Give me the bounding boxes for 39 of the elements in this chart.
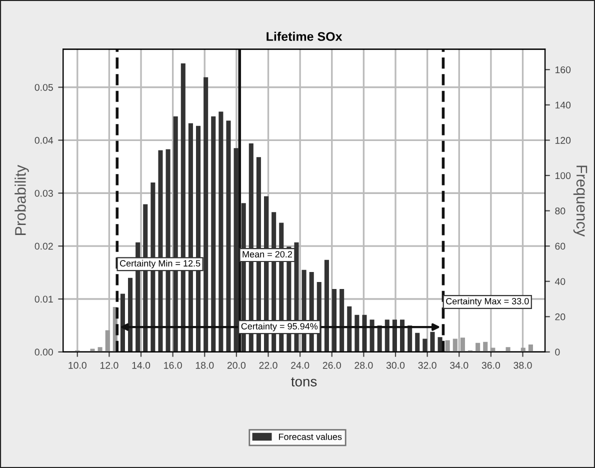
- y-tick-label: 0.05: [34, 84, 53, 91]
- y2-tick-label: 20: [555, 313, 566, 320]
- y2-tick-label: 100: [555, 172, 571, 180]
- ref-line-label: Mean = 20.2: [242, 251, 292, 258]
- x-tick-label: 36.0: [482, 362, 500, 369]
- x-tick-label: 38.0: [514, 362, 532, 369]
- x-tick-label: 16.0: [164, 362, 182, 369]
- y2-tick-label: 140: [555, 102, 571, 109]
- y2-tick-label: 0: [555, 348, 560, 356]
- y-axis-title: Probability: [14, 164, 29, 235]
- x-tick-label: 22.0: [259, 362, 278, 369]
- y-tick-label: 0.00: [34, 348, 53, 356]
- legend-label: Forecast values: [279, 433, 342, 440]
- x-tick-label: 10.0: [68, 362, 86, 369]
- y2-tick-label: 60: [555, 242, 566, 250]
- chart-title: Lifetime SOx: [266, 32, 342, 41]
- ref-line-label: Certainty Min = 12.5: [120, 260, 200, 268]
- y2-tick-label: 80: [555, 208, 566, 214]
- y2-tick-label: 40: [554, 278, 566, 285]
- x-tick-label: 28.0: [354, 362, 373, 369]
- x-tick-label: 18.0: [196, 362, 214, 369]
- y-tick-label: 0.04: [34, 136, 54, 144]
- y2-axis-title: Frequency: [573, 166, 588, 237]
- x-tick-label: 20.0: [227, 362, 246, 369]
- y-tick-label: 0.02: [34, 242, 53, 250]
- ref-line-label: Certainty Max = 33.0: [446, 298, 529, 306]
- y2-tick-label: 160: [555, 66, 571, 74]
- x-tick-label: 34.0: [450, 362, 468, 369]
- x-tick-label: 30.0: [386, 362, 405, 369]
- x-tick-label: 14.0: [132, 362, 150, 369]
- x-axis-title: tons: [291, 377, 317, 386]
- x-tick-label: 24.0: [291, 362, 310, 369]
- x-tick-label: 26.0: [322, 362, 341, 369]
- x-tick-label: 12.0: [100, 362, 118, 369]
- x-tick-label: 32.0: [418, 362, 436, 369]
- y2-tick-label: 120: [555, 136, 571, 144]
- y-tick-label: 0.01: [34, 296, 53, 303]
- annotation: Certainty = 95.94%: [241, 322, 318, 332]
- y-tick-label: 0.03: [34, 190, 53, 197]
